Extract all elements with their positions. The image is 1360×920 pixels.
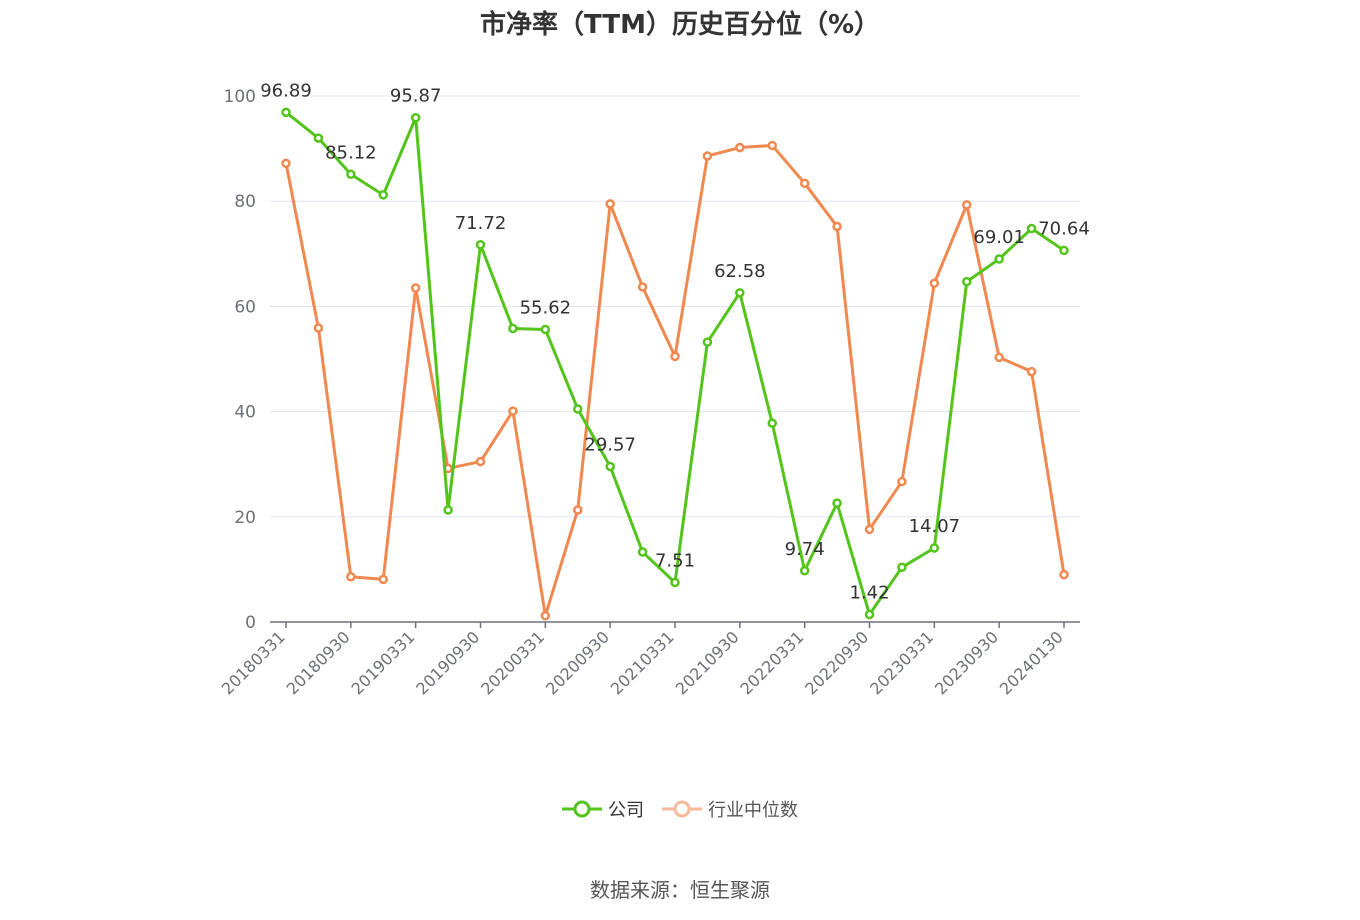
data-label: 9.74 xyxy=(785,539,825,560)
data-point-company xyxy=(605,461,615,472)
data-point-company xyxy=(540,324,551,335)
data-point-company xyxy=(281,107,291,118)
series-line-company xyxy=(285,111,1065,617)
x-tick-label: 20200930 xyxy=(542,627,613,698)
data-point-company xyxy=(832,498,842,508)
data-label: 62.58 xyxy=(714,261,766,282)
data-point-industry xyxy=(313,323,324,333)
data-point-company xyxy=(346,169,356,180)
data-label: 1.42 xyxy=(849,583,889,604)
data-point-industry xyxy=(410,283,421,293)
data-point-company xyxy=(1059,245,1069,256)
x-tick-label: 20180331 xyxy=(218,627,289,698)
x-tick-label: 20220331 xyxy=(736,627,807,698)
data-point-company xyxy=(573,404,583,414)
x-tick-label: 20230930 xyxy=(931,627,1002,698)
data-point-company xyxy=(994,254,1004,264)
legend-marker-company-icon xyxy=(562,800,602,818)
data-point-industry xyxy=(540,610,551,621)
data-point-industry xyxy=(378,574,388,585)
data-point-industry xyxy=(832,221,842,232)
data-point-industry xyxy=(767,140,777,151)
data-point-industry xyxy=(1026,366,1037,377)
data-point-industry xyxy=(508,406,518,416)
data-label: 95.87 xyxy=(390,86,442,107)
series-line-industry xyxy=(284,143,1066,618)
data-point-industry xyxy=(281,158,291,169)
legend-item-company[interactable]: 公司 xyxy=(562,796,644,822)
data-point-company xyxy=(929,543,940,553)
legend-marker-industry-icon xyxy=(662,800,702,818)
data-point-company xyxy=(378,190,388,200)
x-tick-label: 20200331 xyxy=(477,627,548,698)
data-point-company xyxy=(313,133,324,143)
data-label: 55.62 xyxy=(520,297,572,318)
data-point-company xyxy=(670,577,680,588)
data-label: 69.01 xyxy=(973,227,1025,248)
legend: 公司 行业中位数 xyxy=(0,796,1360,822)
x-tick-label: 20180930 xyxy=(283,627,354,698)
data-label: 85.12 xyxy=(325,142,377,163)
y-tick-label: 40 xyxy=(234,403,256,423)
x-tick-label: 20210930 xyxy=(672,627,743,698)
data-point-industry xyxy=(605,199,615,209)
data-point-industry xyxy=(346,572,356,582)
data-point-company xyxy=(637,547,648,557)
data-point-industry xyxy=(573,505,583,515)
y-tick-label: 20 xyxy=(234,508,256,528)
data-label: 71.72 xyxy=(455,213,507,234)
legend-label-industry: 行业中位数 xyxy=(708,800,798,821)
x-tick-label: 20230331 xyxy=(866,627,937,698)
data-point-company xyxy=(508,323,518,334)
x-tick-label: 20190930 xyxy=(412,627,483,698)
data-point-industry xyxy=(735,142,745,153)
data-point-industry xyxy=(962,200,972,210)
line-chart: 0 20 40 60 80 100 2018033120180930201903312019… xyxy=(218,80,1090,698)
data-label: 7.51 xyxy=(655,550,695,571)
x-tick-label: 20190331 xyxy=(347,627,418,698)
data-point-industry xyxy=(799,178,810,189)
data-point-industry xyxy=(1059,569,1069,580)
data-label: 70.64 xyxy=(1038,218,1090,239)
legend-label-company: 公司 xyxy=(608,800,644,821)
x-tick-label: 20220930 xyxy=(801,627,872,698)
data-point-industry xyxy=(670,351,680,362)
data-point-industry xyxy=(702,151,713,161)
data-point-company xyxy=(443,505,453,515)
data-label: 29.57 xyxy=(584,434,636,455)
data-point-industry xyxy=(637,282,648,292)
data-point-industry xyxy=(929,278,940,289)
data-point-company xyxy=(702,337,713,347)
data-point-industry xyxy=(897,476,907,487)
data-source-note: 数据来源：恒生聚源 xyxy=(590,878,770,902)
legend-item-industry[interactable]: 行业中位数 xyxy=(662,796,798,822)
data-point-industry xyxy=(475,456,486,467)
x-tick-label: 20240130 xyxy=(996,627,1067,698)
data-point-company xyxy=(410,112,421,123)
x-tick-label: 20210331 xyxy=(607,627,678,698)
data-point-company xyxy=(767,418,777,428)
y-tick-label: 100 xyxy=(224,87,256,107)
data-point-company xyxy=(799,566,810,576)
data-label: 96.89 xyxy=(260,80,312,101)
data-point-industry xyxy=(864,524,875,535)
data-point-company xyxy=(897,562,907,573)
data-point-company xyxy=(1026,223,1037,234)
y-tick-label: 0 xyxy=(245,613,256,633)
data-point-company xyxy=(475,240,486,250)
data-point-company xyxy=(735,288,745,298)
data-point-industry xyxy=(994,352,1004,363)
y-tick-label: 60 xyxy=(234,297,256,317)
data-point-company xyxy=(962,276,972,287)
chart-title: 市净率（TTM）历史百分位（%） xyxy=(480,10,880,40)
y-tick-label: 80 xyxy=(234,192,256,212)
data-label: 14.07 xyxy=(909,516,961,537)
data-point-company xyxy=(864,609,875,620)
